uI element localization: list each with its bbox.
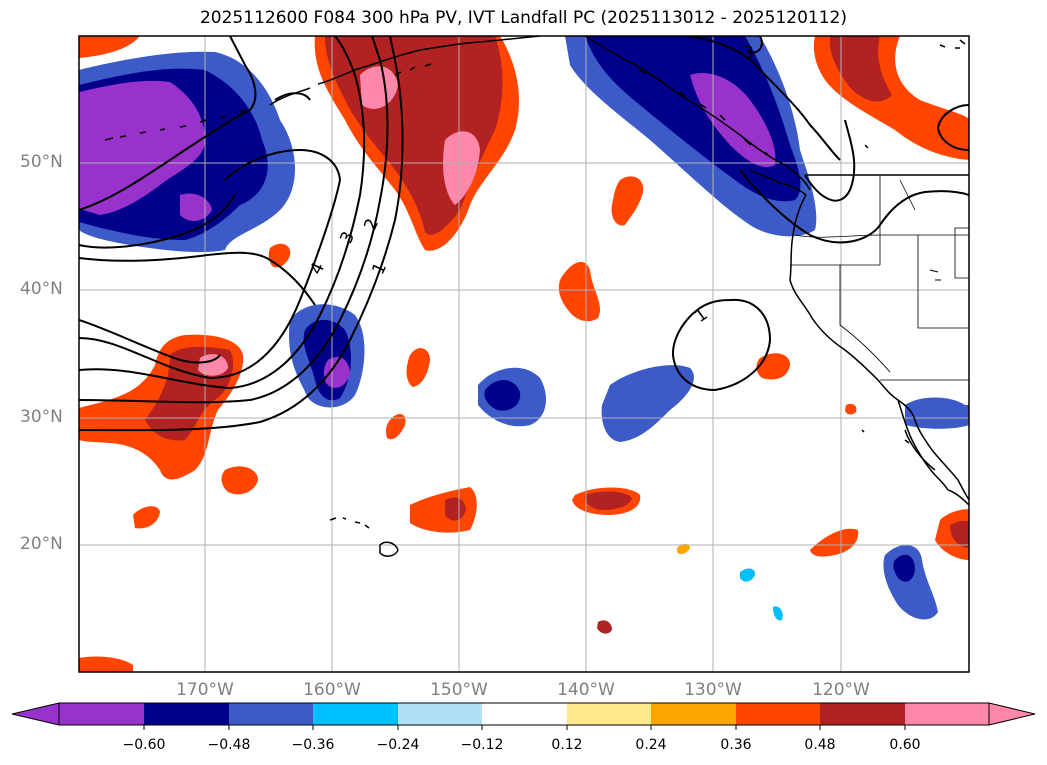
colorbar <box>11 702 1036 730</box>
colorbar-tick-label: 0.12 <box>551 737 583 753</box>
lat-label: 20°N <box>20 534 63 554</box>
map-frame <box>78 35 970 673</box>
contour-label: 3 <box>743 43 754 63</box>
colorbar-tick-label: 0.60 <box>889 737 921 753</box>
lat-label: 30°N <box>20 407 63 427</box>
lon-label: 160°W <box>303 680 361 700</box>
map-title: 2025112600 F084 300 hPa PV, IVT Landfall… <box>199 8 847 28</box>
ivt-contours <box>79 36 969 432</box>
pv-shading <box>79 36 969 672</box>
lat-label: 50°N <box>20 152 63 172</box>
lon-label: 130°W <box>684 680 742 700</box>
lon-label: 120°W <box>812 680 870 700</box>
colorbar-tick-label: 0.36 <box>720 737 752 753</box>
lon-label: 140°W <box>557 680 615 700</box>
lon-label: 170°W <box>176 680 234 700</box>
colorbar-tick-label: 0.48 <box>804 737 836 753</box>
colorbar-tick-label: 0.24 <box>635 737 667 753</box>
colorbar-tick-label: −0.24 <box>376 737 420 753</box>
lat-label: 40°N <box>20 279 63 299</box>
coastlines <box>104 36 969 557</box>
colorbar-tick-label: −0.60 <box>122 737 166 753</box>
lon-label: 150°W <box>430 680 488 700</box>
graticule <box>79 36 969 672</box>
colorbar-tick-label: −0.36 <box>291 737 335 753</box>
colorbar-tick-label: −0.48 <box>207 737 251 753</box>
colorbar-tick-label: −0.12 <box>460 737 504 753</box>
